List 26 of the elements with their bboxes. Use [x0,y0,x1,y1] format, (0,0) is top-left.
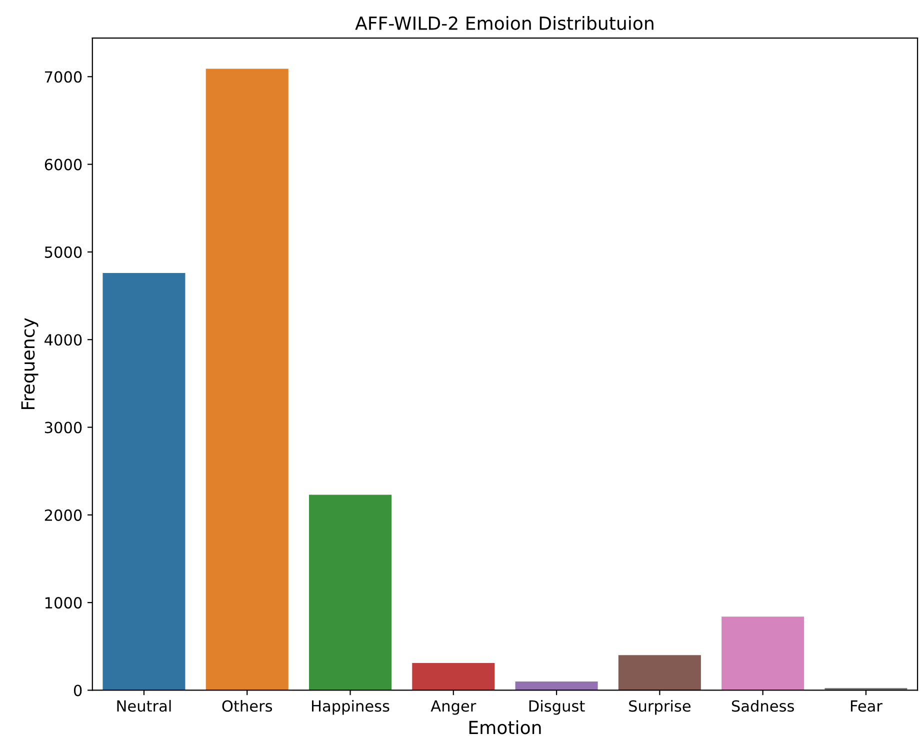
x-tick-label: Disgust [529,700,585,715]
x-tick-label: Fear [850,700,882,712]
bar [722,616,804,690]
bar [308,494,392,690]
y-axis-title: Frequency [21,318,38,410]
x-axis-title: Emotion [469,720,541,734]
y-tick-label: 0 [74,684,82,696]
y-tick-label: 5000 [44,246,82,258]
y-tick-label: 4000 [44,334,82,346]
bar [618,655,701,690]
x-tick-label: Others [222,700,272,712]
y-tick-label: 3000 [44,422,82,434]
bar [206,68,288,690]
y-tick-label: 6000 [44,158,82,170]
bar [102,273,186,690]
x-tick-label: Happiness [312,700,390,715]
bar [412,663,495,690]
x-tick-label: Surprise [629,700,690,715]
x-tick-label: Neutral [117,700,171,712]
y-tick-label: 7000 [45,71,82,83]
chart-title: AFF-WILD-2 Emoion Distributuion [355,16,654,30]
bar [515,681,598,690]
y-tick-label: 1000 [45,597,82,609]
x-tick-label: Anger [430,700,476,715]
x-tick-label: Sadness [732,700,794,712]
y-tick-label: 2000 [44,509,82,521]
